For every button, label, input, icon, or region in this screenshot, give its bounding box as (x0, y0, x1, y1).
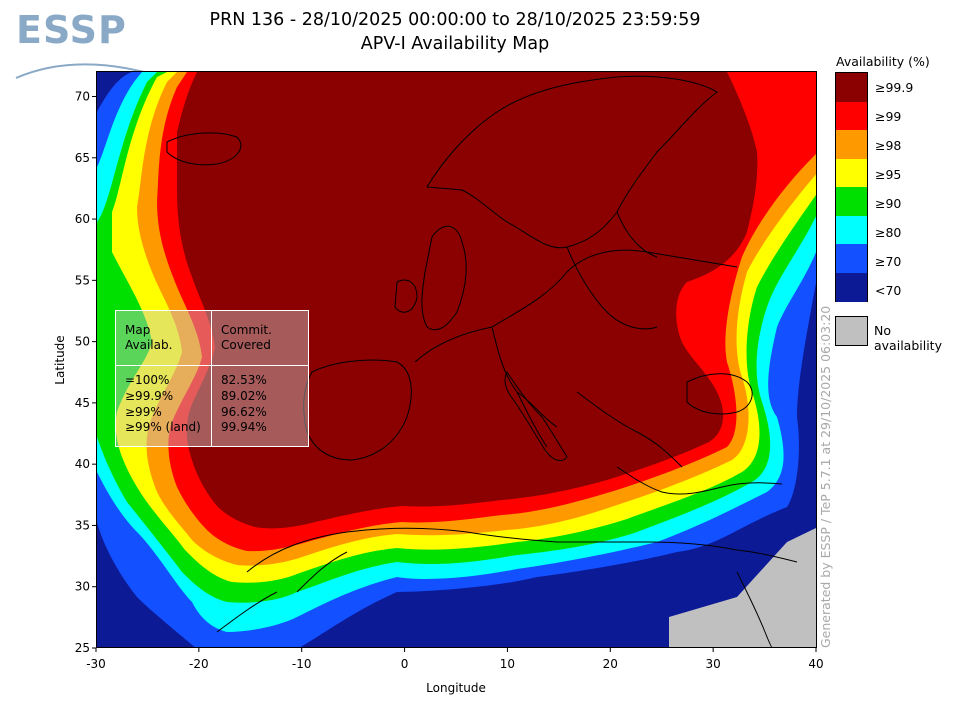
essp-logo: ESSP (14, 8, 154, 80)
legend-label: ≥99.9 (875, 80, 914, 95)
coastlines (166, 75, 798, 647)
stats-covered-column: 82.53% 89.02% 96.62% 99.94% (221, 373, 267, 436)
coast-iberia (303, 359, 412, 461)
stats-column-divider (211, 311, 212, 446)
coast-morocco (216, 551, 348, 633)
stats-header-availability-line1: Map (125, 323, 151, 337)
band-ge99-9 (177, 72, 758, 529)
title-line-1: PRN 136 - 28/10/2025 00:00:00 to 28/10/2… (209, 10, 701, 30)
legend-swatch (836, 244, 867, 273)
coast-iceland (166, 132, 242, 166)
legend-label: <70 (875, 283, 902, 298)
legend-swatch (836, 187, 867, 216)
legend-swatch (836, 158, 867, 188)
generated-by-credit: Generated by ESSP / TeP 5.7.1 at 29/10/2… (818, 305, 833, 648)
legend-label: ≥99 (875, 109, 902, 124)
coast-north-africa (246, 527, 798, 573)
coast-baltic (566, 211, 658, 330)
coverage-stats-table: Map Availab. Commit. Covered =100% ≥99.9… (115, 310, 309, 447)
stats-header-availability: Map Availab. (125, 323, 172, 353)
stats-availability-cell: ≥99.9% (125, 388, 174, 403)
legend-swatch (836, 215, 867, 245)
legend-swatch (836, 272, 867, 302)
legend-label: ≥95 (875, 167, 902, 182)
y-tick-label: 55 (75, 273, 90, 287)
y-tick-label: 50 (75, 335, 90, 349)
stats-availability-cell: =100% (125, 373, 170, 387)
legend-no-availability-swatch (835, 316, 868, 346)
y-axis-ticks: 25 30 35 40 45 50 55 60 65 70 (75, 90, 96, 655)
legend-label: ≥90 (875, 196, 902, 211)
x-tick-label: -10 (292, 657, 312, 671)
stats-covered-cell: 82.53% (221, 373, 267, 387)
x-tick-label: -20 (189, 657, 209, 671)
stats-covered-cell: 96.62% (221, 404, 267, 419)
stats-availability-cell: ≥99% (land) (125, 420, 201, 435)
legend-label: ≥80 (875, 225, 902, 240)
legend-label: ≥70 (875, 254, 902, 269)
stats-header-covered-line2: Covered (221, 338, 271, 352)
y-tick-label: 35 (75, 518, 90, 532)
legend-color-scale (835, 72, 868, 302)
y-tick-label: 45 (75, 396, 90, 410)
availability-map (96, 71, 817, 648)
y-tick-label: 25 (75, 641, 90, 655)
coast-nile (736, 571, 773, 647)
coast-italy (504, 371, 568, 461)
stats-row-divider (116, 365, 308, 366)
stats-header-availability-line2: Availab. (125, 338, 173, 352)
coast-scandinavia (426, 75, 718, 249)
legend-swatch (836, 130, 867, 159)
legend-title: Availability (%) (836, 54, 930, 69)
logo-text: ESSP (16, 8, 127, 52)
stats-covered-cell: 99.94% (221, 420, 267, 435)
y-tick-label: 65 (75, 151, 90, 165)
stats-covered-cell: 89.02% (221, 388, 267, 403)
x-axis-label: Longitude (426, 681, 486, 695)
legend-swatch (836, 101, 867, 131)
stats-availability-column: =100% ≥99.9% ≥99% ≥99% (land) (125, 373, 201, 436)
title-line-2: APV-I Availability Map (360, 34, 550, 54)
y-tick-label: 30 (75, 580, 90, 594)
x-tick-label: 30 (706, 657, 721, 671)
stats-header-covered: Commit. Covered (221, 323, 272, 353)
coast-british-isles (394, 225, 467, 331)
y-tick-label: 70 (75, 90, 90, 104)
stats-availability-cell: ≥99% (125, 404, 162, 419)
coast-black-sea (686, 373, 753, 415)
x-tick-label: 40 (808, 657, 823, 671)
legend-label: ≥98 (875, 138, 902, 153)
map-canvas (97, 72, 816, 647)
logo-arc-icon (15, 63, 153, 79)
coast-europe-main (414, 249, 738, 468)
x-tick-label: 10 (500, 657, 515, 671)
legend-no-availability-label: No availability (874, 323, 942, 353)
x-tick-label: -30 (86, 657, 106, 671)
legend-swatch (836, 73, 867, 102)
x-axis-ticks: -30 -20 -10 0 10 20 30 40 (86, 648, 824, 671)
stats-header-covered-line1: Commit. (221, 323, 272, 337)
x-tick-label: 0 (401, 657, 409, 671)
y-tick-label: 40 (75, 457, 90, 471)
x-tick-label: 20 (603, 657, 618, 671)
map-title: PRN 136 - 28/10/2025 00:00:00 to 28/10/2… (140, 8, 770, 56)
y-tick-label: 60 (75, 212, 90, 226)
y-axis-label: Latitude (53, 335, 67, 384)
coast-greece-turkey (616, 466, 783, 495)
